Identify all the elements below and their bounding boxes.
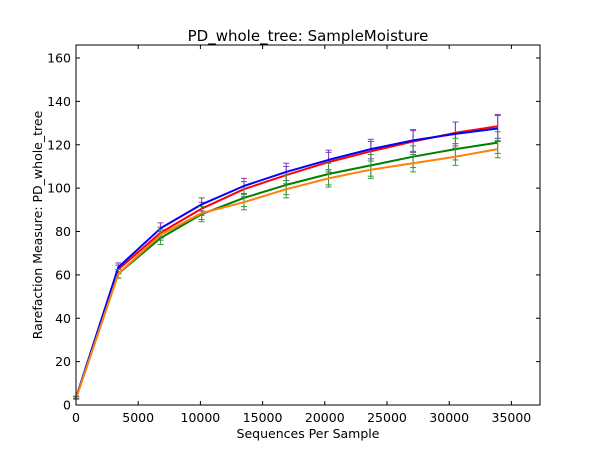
ticks-layer: 0 5000 10000 15000 20000 25000 30000 35000 0 20 40…: [47, 45, 540, 425]
series-line: [75, 148, 498, 399]
y-tick-label: 40: [55, 311, 71, 326]
x-tick-label: 0: [72, 410, 80, 425]
x-axis-label: Sequences Per Sample: [237, 426, 380, 441]
y-tick-label: 60: [55, 267, 71, 282]
y-tick-label: 0: [63, 398, 71, 413]
x-tick-label: 30000: [429, 410, 469, 425]
series-4: [73, 139, 501, 400]
series-line: [75, 125, 498, 398]
x-tick-label: 10000: [181, 410, 221, 425]
series-layer: [73, 113, 501, 400]
y-tick-label: 120: [47, 137, 71, 152]
x-tick-label: 25000: [367, 410, 407, 425]
series-line: [75, 127, 498, 398]
y-axis-label: Rarefaction Measure: PD_whole_tree: [30, 110, 45, 339]
y-tick-label: 140: [47, 94, 71, 109]
y-tick-label: 20: [55, 354, 71, 369]
y-tick-label: 100: [47, 181, 71, 196]
x-tick-label: 15000: [243, 410, 283, 425]
plot-frame: [75, 44, 541, 406]
x-tick-label: 35000: [492, 410, 532, 425]
y-tick-label: 80: [55, 224, 71, 239]
x-tick-label: 20000: [305, 410, 345, 425]
x-tick-label: 5000: [122, 410, 154, 425]
chart-title: PD_whole_tree: SampleMoisture: [188, 27, 429, 46]
y-tick-label: 160: [47, 51, 71, 66]
